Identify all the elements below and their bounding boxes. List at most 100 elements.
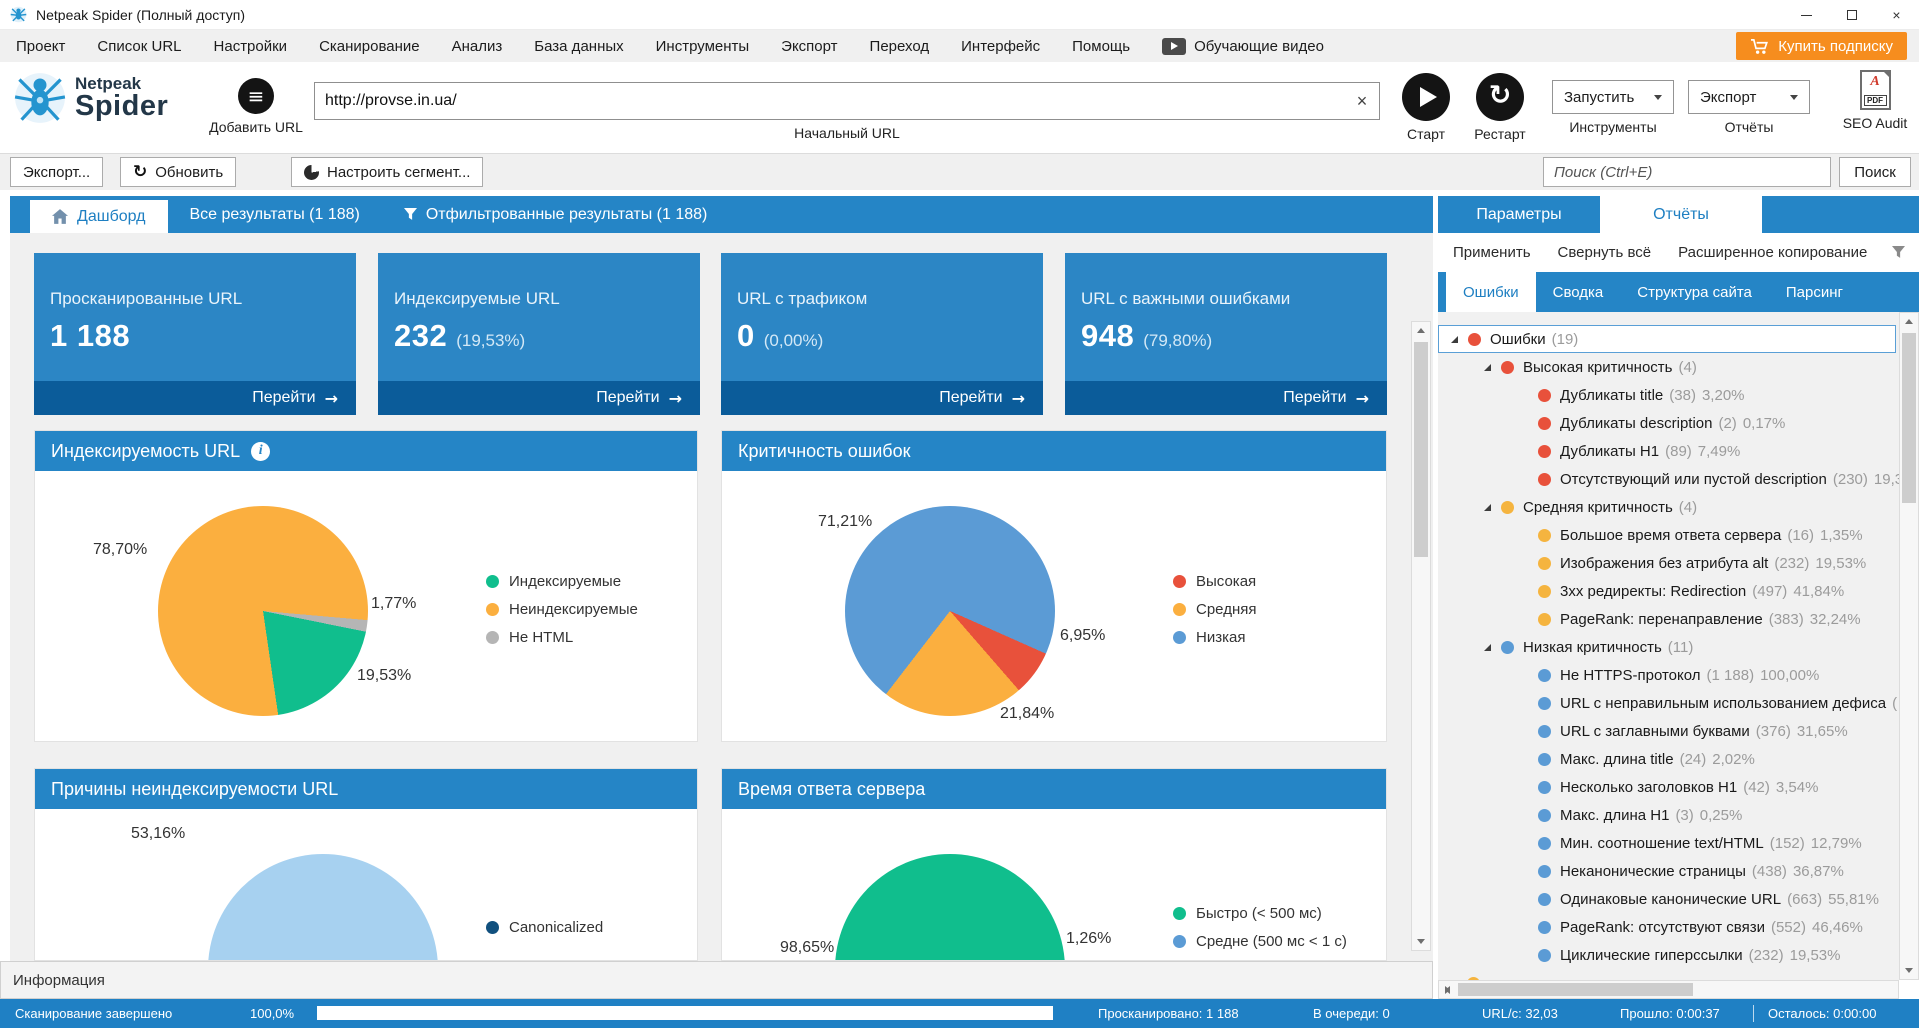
- tree-row[interactable]: PageRank: перенаправление(383)32,24%: [1438, 605, 1899, 633]
- tree-row[interactable]: Ошибки(19): [1438, 325, 1896, 353]
- tab-all-results[interactable]: Все результаты (1 188): [168, 196, 382, 233]
- search-button[interactable]: Поиск: [1839, 157, 1911, 187]
- menu-item-training-videos[interactable]: Обучающие видео: [1146, 38, 1340, 55]
- tree-label: Ошибки: [1490, 331, 1546, 348]
- close-button[interactable]: ×: [1874, 0, 1919, 30]
- expander-icon[interactable]: [1484, 364, 1491, 371]
- scrollbar-thumb[interactable]: [1902, 333, 1916, 503]
- chart-title: Индексируемость URL: [51, 441, 240, 462]
- tab-parameters[interactable]: Параметры: [1438, 196, 1600, 233]
- card-go-link[interactable]: Перейти→: [1065, 381, 1387, 415]
- tree-row[interactable]: Высокая критичность(4): [1438, 353, 1899, 381]
- scroll-up-icon[interactable]: [1412, 322, 1430, 339]
- menu-item-экспорт[interactable]: Экспорт: [765, 30, 853, 62]
- training-videos-label: Обучающие видео: [1194, 38, 1324, 55]
- card-go-link[interactable]: Перейти→: [34, 381, 356, 415]
- filter-icon[interactable]: [1892, 246, 1905, 259]
- menu-item-список-url[interactable]: Список URL: [81, 30, 197, 62]
- apply-button[interactable]: Применить: [1453, 244, 1531, 261]
- card-value-row: 948(79,80%): [1081, 318, 1387, 354]
- search-input[interactable]: [1543, 157, 1831, 187]
- scroll-down-icon[interactable]: [1412, 933, 1430, 950]
- tree-percent: 0,25%: [1700, 807, 1743, 824]
- card-go-link[interactable]: Перейти→: [378, 381, 700, 415]
- tree-label: PageRank: отсутствуют связи: [1560, 919, 1765, 936]
- menu-item-анализ[interactable]: Анализ: [436, 30, 519, 62]
- tree-row[interactable]: Не HTTPS-протокол(1 188)100,00%: [1438, 661, 1899, 689]
- tree-row[interactable]: Несколько заголовков H1(42)3,54%: [1438, 773, 1899, 801]
- tab-dashboard[interactable]: Дашборд: [30, 200, 168, 233]
- tab-reports[interactable]: Отчёты: [1600, 196, 1762, 233]
- severity-dot-red: [1538, 445, 1551, 458]
- scroll-down-icon[interactable]: [1900, 962, 1918, 979]
- dashboard-scrollbar[interactable]: [1411, 321, 1431, 951]
- maximize-button[interactable]: [1829, 0, 1874, 30]
- menu-item-инструменты[interactable]: Инструменты: [640, 30, 766, 62]
- start-button[interactable]: [1402, 73, 1450, 121]
- tab-filtered-results[interactable]: Отфильтрованные результаты (1 188): [382, 196, 730, 233]
- collapse-all-button[interactable]: Свернуть всё: [1558, 244, 1652, 261]
- initial-url-input[interactable]: [314, 82, 1380, 120]
- tree-row[interactable]: URL с неправильным использованием дефиса…: [1438, 689, 1899, 717]
- refresh-icon: ↻: [133, 162, 147, 182]
- run-dropdown[interactable]: Запустить: [1552, 80, 1674, 114]
- refresh-button[interactable]: ↻ Обновить: [120, 157, 236, 187]
- scroll-right-icon[interactable]: [1439, 981, 1456, 998]
- information-panel-header[interactable]: Информация: [0, 961, 1433, 999]
- tree-row[interactable]: Отсутствующий или пустой description(230…: [1438, 465, 1899, 493]
- export-table-button[interactable]: Экспорт...: [10, 157, 103, 187]
- card-go-link[interactable]: Перейти→: [721, 381, 1043, 415]
- tree-row[interactable]: Дубликаты H1(89)7,49%: [1438, 437, 1899, 465]
- menu-item-помощь[interactable]: Помощь: [1056, 30, 1146, 62]
- subtab-ошибки[interactable]: Ошибки: [1446, 272, 1536, 312]
- pdf-icon[interactable]: A PDF: [1860, 70, 1891, 110]
- card-percent: (19,53%): [456, 331, 525, 351]
- tree-row[interactable]: 3xx редиректы: Redirection(497)41,84%: [1438, 577, 1899, 605]
- tree-row[interactable]: Изображения без атрибута alt(232)19,53%: [1438, 549, 1899, 577]
- tree-vertical-scrollbar[interactable]: [1899, 312, 1919, 980]
- scrollbar-thumb[interactable]: [1458, 983, 1693, 996]
- tree-row[interactable]: Одинаковые канонические URL(663)55,81%: [1438, 885, 1899, 913]
- tree-row[interactable]: Макс. длина title(24)2,02%: [1438, 745, 1899, 773]
- subtab-парсинг[interactable]: Парсинг: [1769, 272, 1860, 312]
- tree-row[interactable]: Дубликаты description(2)0,17%: [1438, 409, 1899, 437]
- restart-button[interactable]: ↻: [1476, 73, 1524, 121]
- scrollbar-thumb[interactable]: [1414, 342, 1428, 557]
- subtab-структура-сайта[interactable]: Структура сайта: [1620, 272, 1769, 312]
- advanced-copy-button[interactable]: Расширенное копирование: [1678, 244, 1867, 261]
- tree-row[interactable]: Низкая критичность(11): [1438, 633, 1899, 661]
- menu-item-база-данных[interactable]: База данных: [518, 30, 639, 62]
- tree-row[interactable]: Циклические гиперссылки(232)19,53%: [1438, 941, 1899, 969]
- info-icon[interactable]: i: [251, 442, 270, 461]
- tree-row[interactable]: Дубликаты title(38)3,20%: [1438, 381, 1899, 409]
- tree-row[interactable]: Большое время ответа сервера(16)1,35%: [1438, 521, 1899, 549]
- menu-item-переход[interactable]: Переход: [854, 30, 946, 62]
- legend-item: Средняя: [1173, 595, 1256, 623]
- export-dropdown[interactable]: Экспорт: [1688, 80, 1810, 114]
- expander-icon[interactable]: [1451, 336, 1458, 343]
- expander-icon[interactable]: [1484, 504, 1491, 511]
- expander-icon[interactable]: [1484, 644, 1491, 651]
- menu-item-настройки[interactable]: Настройки: [198, 30, 304, 62]
- clear-url-icon[interactable]: ×: [1352, 91, 1372, 111]
- segment-button[interactable]: Настроить сегмент...: [291, 157, 483, 187]
- menu-item-интерфейс[interactable]: Интерфейс: [945, 30, 1056, 62]
- tree-row[interactable]: PageRank: отсутствуют связи(552)46,46%: [1438, 913, 1899, 941]
- tree-row[interactable]: [1438, 969, 1899, 980]
- subtab-сводка[interactable]: Сводка: [1536, 272, 1621, 312]
- tree-row[interactable]: Средняя критичность(4): [1438, 493, 1899, 521]
- add-url-button[interactable]: ≡: [238, 78, 274, 114]
- severity-dot-orange: [1538, 557, 1551, 570]
- tree-row[interactable]: Макс. длина H1(3)0,25%: [1438, 801, 1899, 829]
- scroll-up-icon[interactable]: [1900, 313, 1918, 330]
- toolbar: Netpeak Spider ≡ Добавить URL × Начальны…: [0, 62, 1919, 153]
- tree-row[interactable]: Неканонические страницы(438)36,87%: [1438, 857, 1899, 885]
- tree-horizontal-scrollbar[interactable]: [1438, 980, 1899, 999]
- minimize-button[interactable]: [1784, 0, 1829, 30]
- tree-row[interactable]: Мин. соотношение text/HTML(152)12,79%: [1438, 829, 1899, 857]
- menu-item-проект[interactable]: Проект: [0, 30, 81, 62]
- menu-item-сканирование[interactable]: Сканирование: [303, 30, 436, 62]
- summary-card: URL с важными ошибками948(79,80%)Перейти…: [1065, 253, 1387, 415]
- buy-subscription-button[interactable]: Купить подписку: [1736, 32, 1907, 60]
- tree-row[interactable]: URL с заглавными буквами(376)31,65%: [1438, 717, 1899, 745]
